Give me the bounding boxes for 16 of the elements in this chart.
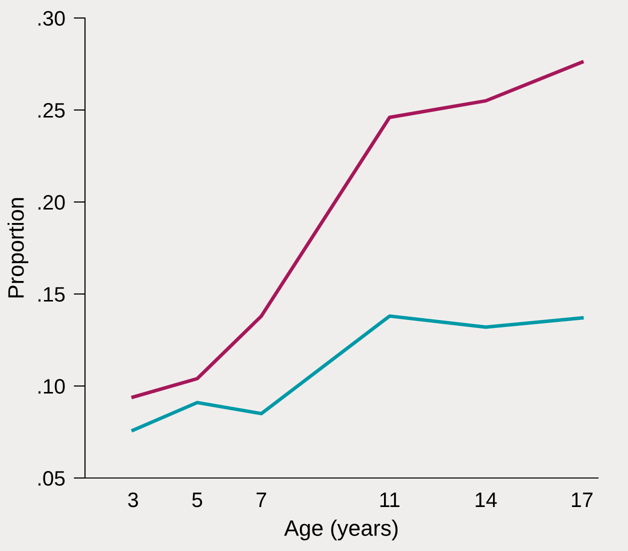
y-tick-label: .10: [38, 379, 65, 394]
x-tick-label: 17: [572, 492, 593, 507]
y-axis-title: Proportion: [8, 198, 28, 298]
y-tick-label: .30: [38, 11, 65, 26]
y-tick-label: .20: [38, 195, 65, 210]
x-tick-label: 7: [256, 492, 266, 507]
y-tick-label: .25: [38, 103, 65, 118]
x-tick-label: 5: [192, 492, 202, 508]
y-tick-label: .15: [38, 287, 65, 302]
x-tick-label: 14: [476, 492, 497, 507]
y-tick-label: .05: [38, 471, 65, 486]
x-tick-label: 11: [380, 492, 400, 507]
line-series: [131, 314, 584, 432]
x-axis-title: Age (years): [284, 520, 398, 540]
x-tick-label: 3: [128, 492, 138, 508]
line-series: [131, 60, 584, 399]
